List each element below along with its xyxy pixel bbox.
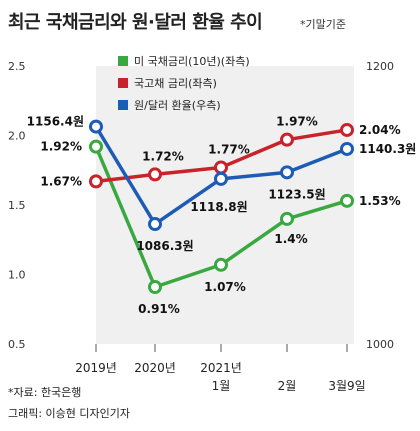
legend-item-fx: 원/달러 환율(우측) (118, 96, 250, 114)
x-tick-label: 2020년 (134, 361, 176, 375)
data-point (89, 139, 103, 154)
data-label: 1.67% (40, 174, 82, 188)
legend-swatch-green (118, 56, 128, 66)
axes: 2.5 2.0 1.5 1.0 0.5 1200 1000 2019년 2020년 2021년 1월… (8, 60, 394, 393)
data-point (89, 119, 103, 134)
x-tick-label: 2019년 (75, 361, 117, 375)
y-right-tick-label: 1000 (366, 338, 394, 351)
title-note: *기말기준 (300, 18, 346, 31)
data-point (340, 141, 354, 156)
data-point (340, 193, 354, 208)
x-tick-label: 3월9일 (328, 379, 365, 393)
legend-item-ktb: 국고채 금리(좌측) (118, 74, 250, 92)
chart-title: 최근 국채금리와 원·달러 환율 추이 (8, 12, 263, 33)
legend-item-us-treasury: 미 국채금리(10년)(좌측) (118, 52, 250, 70)
data-label: 1.92% (40, 140, 82, 154)
data-label: 1.97% (276, 115, 318, 129)
data-label: 1123.5원 (268, 187, 325, 201)
y-left-tick-label: 0.5 (8, 338, 26, 351)
legend-swatch-red (118, 78, 128, 88)
data-point (214, 171, 228, 186)
data-point (89, 174, 103, 189)
data-point (280, 132, 294, 147)
x-tick-label: 1월 (212, 379, 231, 393)
y-left-tick-label: 2.0 (8, 130, 26, 143)
y-left-tick-label: 1.5 (8, 199, 26, 212)
data-point (340, 122, 354, 137)
y-left-tick-label: 1.0 (8, 269, 26, 282)
graphic-credit: 그래픽: 이승현 디자인기자 (8, 407, 131, 420)
legend-label: 국고채 금리(좌측) (134, 77, 217, 90)
data-label: 1.4% (274, 232, 307, 246)
data-label: 1.72% (142, 149, 184, 163)
data-label: 1156.4원 (27, 115, 84, 129)
data-point (148, 217, 162, 232)
data-label: 2.04% (359, 123, 401, 137)
data-labels: 1.92% 0.91% 1.07% 1.4% 1.53% 1.67% 1.72% 1.77% 1… (27, 115, 417, 316)
data-point (148, 280, 162, 295)
data-label: 1140.3원 (359, 142, 416, 156)
x-tick-label: 2021년 (200, 361, 242, 375)
data-point (148, 167, 162, 182)
data-label: 1.77% (208, 142, 250, 156)
y-right-tick-label: 1200 (366, 60, 394, 73)
legend: 미 국채금리(10년)(좌측) 국고채 금리(좌측) 원/달러 환율(우측) (118, 52, 250, 118)
data-label: 1118.8원 (190, 200, 247, 214)
data-point (214, 257, 228, 272)
data-point (280, 165, 294, 180)
data-label: 1.07% (204, 280, 246, 294)
legend-label: 미 국채금리(10년)(좌측) (134, 55, 250, 68)
series-lines (89, 119, 354, 295)
data-point (280, 211, 294, 226)
data-label: 1086.3원 (136, 239, 193, 253)
legend-swatch-blue (118, 100, 128, 110)
x-tick-label: 2월 (278, 379, 297, 393)
source-note: *자료: 한국은행 (8, 386, 82, 399)
data-label: 1.53% (359, 194, 401, 208)
data-label: 0.91% (138, 302, 180, 316)
legend-label: 원/달러 환율(우측) (134, 99, 221, 112)
data-point (214, 160, 228, 175)
y-left-tick-label: 2.5 (8, 60, 26, 73)
plot-background (96, 66, 354, 344)
